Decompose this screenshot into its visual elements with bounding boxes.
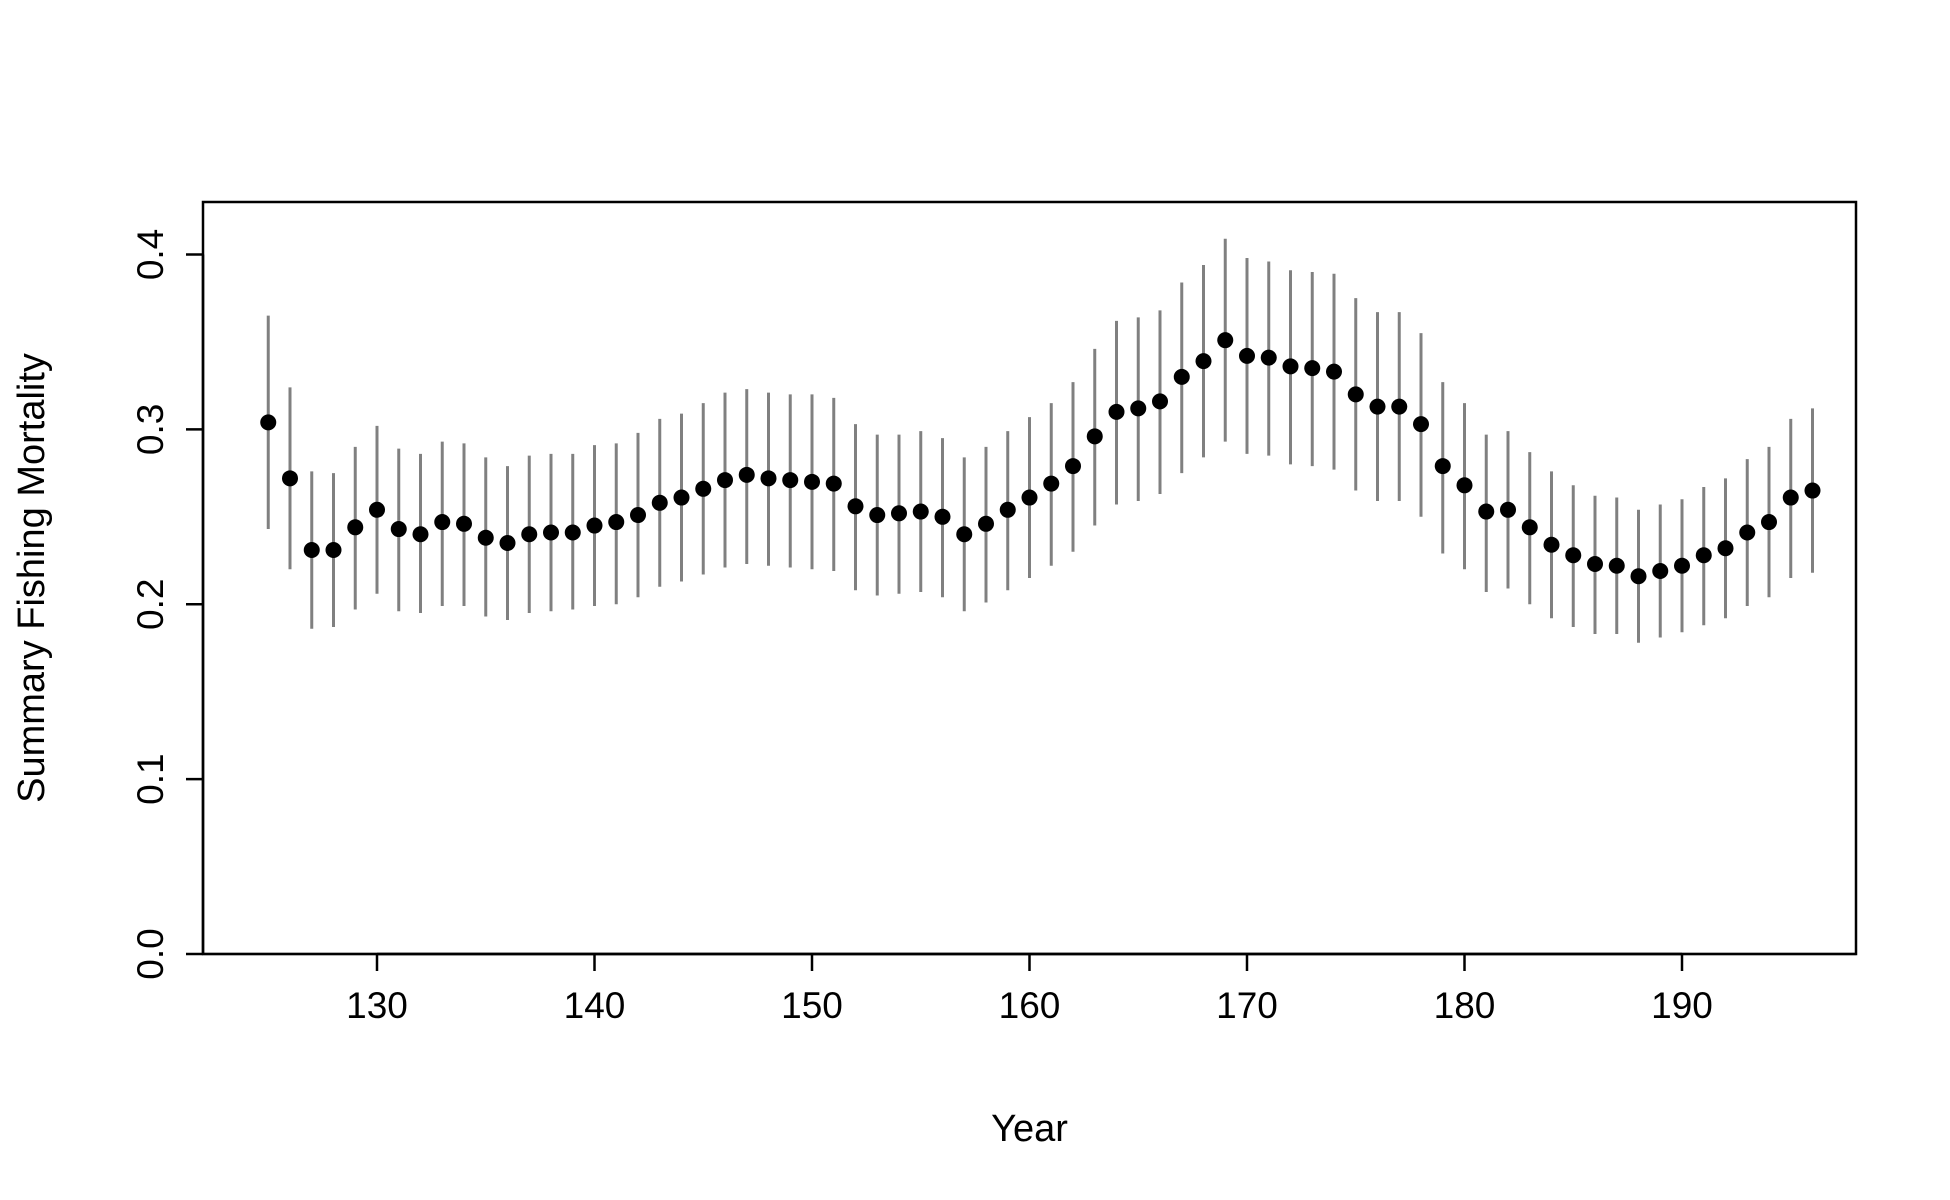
data-point	[717, 472, 733, 489]
data-point	[1782, 489, 1799, 506]
data-point	[1608, 557, 1625, 574]
data-point	[1413, 416, 1429, 433]
data-point	[347, 519, 364, 536]
data-point	[1282, 358, 1299, 375]
x-tick-label: 160	[999, 985, 1061, 1026]
data-point	[1761, 514, 1777, 531]
data-point	[282, 470, 298, 487]
data-point	[608, 514, 625, 531]
data-point	[1391, 398, 1408, 415]
data-point	[1086, 428, 1103, 445]
data-point	[1347, 386, 1364, 403]
x-tick-label: 130	[346, 985, 408, 1026]
data-point	[1521, 519, 1538, 536]
data-point	[586, 517, 603, 534]
data-point	[1108, 403, 1125, 420]
x-tick-label: 150	[781, 985, 843, 1026]
y-tick-label: 0.4	[130, 229, 171, 280]
data-point	[738, 466, 755, 483]
data-point	[1717, 540, 1734, 557]
x-axis: 130 140 150 160 170 180 190	[346, 952, 1713, 1026]
data-point	[1217, 332, 1234, 349]
data-point	[1565, 547, 1582, 564]
data-point	[1739, 524, 1756, 541]
data-point	[1652, 563, 1669, 580]
data-point	[869, 507, 886, 524]
data-point	[499, 535, 516, 552]
data-point	[630, 507, 646, 524]
data-point	[369, 501, 385, 518]
data-point	[1326, 363, 1342, 380]
data-point	[847, 498, 864, 515]
data-point	[1543, 536, 1560, 553]
data-point	[434, 514, 451, 531]
data-point	[999, 501, 1016, 518]
data-point	[1173, 368, 1190, 385]
data-point	[912, 503, 929, 520]
y-tick-label: 0.0	[130, 928, 171, 979]
x-tick-label: 180	[1434, 985, 1496, 1026]
y-axis: 0.0 0.1 0.2 0.3 0.4	[130, 229, 205, 980]
data-point	[1456, 477, 1473, 494]
data-point	[1043, 475, 1060, 492]
data-point	[1239, 347, 1255, 364]
y-tick-label: 0.3	[130, 404, 171, 455]
data-point	[891, 505, 907, 522]
data-point	[325, 542, 342, 559]
x-tick-label: 170	[1216, 985, 1278, 1026]
data-point	[1369, 398, 1386, 415]
y-tick-label: 0.1	[130, 753, 171, 804]
data-point	[456, 515, 472, 532]
x-axis-label: Year	[991, 1108, 1068, 1150]
data-point	[477, 529, 494, 546]
data-point	[695, 480, 712, 497]
data-point	[412, 526, 429, 543]
data-point	[303, 542, 320, 559]
data-point	[1587, 556, 1603, 573]
y-tick-label: 0.2	[130, 579, 171, 630]
data-point	[934, 508, 951, 525]
data-point	[1674, 557, 1690, 574]
x-tick-label: 140	[564, 985, 626, 1026]
data-point	[1065, 458, 1081, 475]
data-point	[1695, 547, 1712, 564]
data-point	[825, 475, 842, 492]
data-point	[760, 470, 777, 487]
data-point	[1195, 353, 1212, 370]
data-point	[1630, 568, 1647, 585]
data-point	[1260, 349, 1277, 366]
error-bars-layer	[266, 238, 1814, 643]
data-point	[1130, 400, 1147, 417]
data-point	[260, 414, 277, 431]
data-point	[564, 524, 581, 541]
data-point	[673, 489, 690, 506]
data-point	[978, 515, 994, 532]
data-point	[1478, 503, 1495, 520]
data-point	[651, 494, 668, 511]
y-axis-label: Summary Fishing Mortality	[11, 353, 53, 803]
data-point	[390, 521, 407, 538]
data-point	[782, 472, 799, 489]
data-point	[1434, 458, 1451, 475]
data-point	[521, 526, 538, 543]
points-layer	[260, 332, 1821, 585]
data-point	[956, 526, 973, 543]
data-point	[1304, 360, 1321, 377]
x-tick-label: 190	[1651, 985, 1713, 1026]
data-point	[1021, 489, 1038, 506]
data-point	[804, 473, 820, 490]
data-point	[1152, 393, 1168, 410]
data-point	[1804, 482, 1821, 499]
data-point	[1500, 501, 1516, 518]
data-point	[543, 524, 559, 541]
